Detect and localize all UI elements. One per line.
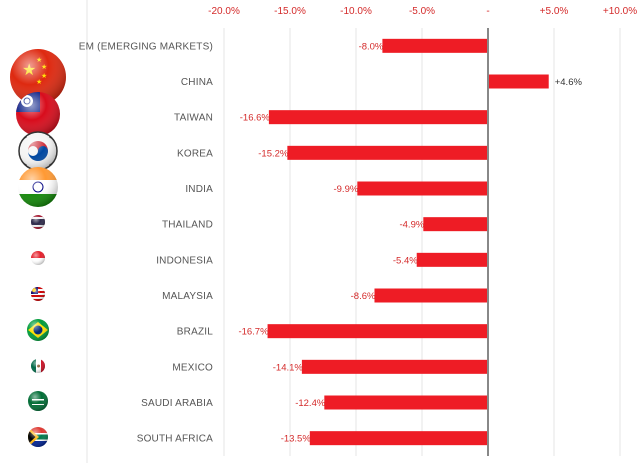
bar xyxy=(287,145,488,160)
x-tick-label: - xyxy=(486,6,489,17)
korea-flag-icon xyxy=(18,131,58,171)
category-label: INDONESIA xyxy=(156,255,213,266)
data-label: -4.9% xyxy=(399,220,424,231)
category-label: CHINA xyxy=(181,77,213,88)
saudi-arabia-flag-icon xyxy=(28,391,48,411)
bars xyxy=(267,38,549,446)
x-tick-label: -20.0% xyxy=(208,6,240,17)
category-label: EM (EMERGING MARKETS) xyxy=(79,41,213,52)
flag-column: ★ ★ ★ ★ ★ xyxy=(10,49,66,447)
data-label: -5.4% xyxy=(393,255,418,266)
data-label: +4.6% xyxy=(555,77,583,88)
data-label: -15.2% xyxy=(258,148,289,159)
data-label: -8.0% xyxy=(359,41,384,52)
x-tick-label: +10.0% xyxy=(603,6,637,17)
india-flag-icon xyxy=(18,167,58,207)
category-label: KOREA xyxy=(177,148,213,159)
grid-lines xyxy=(223,28,621,456)
x-tick-label: -10.0% xyxy=(340,6,372,17)
category-label: SOUTH AFRICA xyxy=(137,434,213,445)
data-label: -16.6% xyxy=(240,113,271,124)
category-label: SAUDI ARABIA xyxy=(141,398,213,409)
data-label: -12.4% xyxy=(295,398,326,409)
category-label: INDIA xyxy=(185,184,213,195)
x-tick-label: +5.0% xyxy=(540,6,569,17)
category-label: MALAYSIA xyxy=(162,291,213,302)
category-label: BRAZIL xyxy=(177,327,213,338)
bar xyxy=(374,288,488,303)
category-label: TAIWAN xyxy=(174,113,213,124)
category-label: THAILAND xyxy=(162,220,213,231)
malaysia-flag-icon xyxy=(31,287,45,301)
indonesia-flag-icon xyxy=(31,251,45,265)
thailand-flag-icon xyxy=(31,215,45,229)
bar xyxy=(324,395,488,410)
bar xyxy=(382,38,488,53)
category-label: MEXICO xyxy=(172,362,213,373)
brazil-flag-icon xyxy=(27,319,49,341)
data-label: -14.1% xyxy=(273,362,304,373)
bar xyxy=(416,252,488,267)
category-labels: EM (EMERGING MARKETS) CHINA TAIWAN KOREA IND… xyxy=(79,41,213,444)
bar xyxy=(423,217,488,232)
bar xyxy=(488,74,549,89)
mexico-flag-icon xyxy=(31,359,45,373)
x-tick-label: -5.0% xyxy=(409,6,435,17)
data-label: -9.9% xyxy=(333,184,358,195)
bar xyxy=(301,359,488,374)
data-label: -16.7% xyxy=(238,327,269,338)
x-tick-label: -15.0% xyxy=(274,6,306,17)
data-label: -8.6% xyxy=(351,291,376,302)
bar xyxy=(267,324,488,339)
data-label: -13.5% xyxy=(281,434,312,445)
bar xyxy=(309,431,488,446)
x-axis-ticks: -20.0% -15.0% -10.0% -5.0% - +5.0% +10.0% xyxy=(208,6,637,17)
data-labels: -8.0% +4.6% -16.6% -15.2% -9.9% -4.9% -5.4% -8.… xyxy=(238,41,582,444)
bar xyxy=(268,110,488,125)
south-africa-flag-icon xyxy=(28,427,48,447)
bar xyxy=(357,181,488,196)
